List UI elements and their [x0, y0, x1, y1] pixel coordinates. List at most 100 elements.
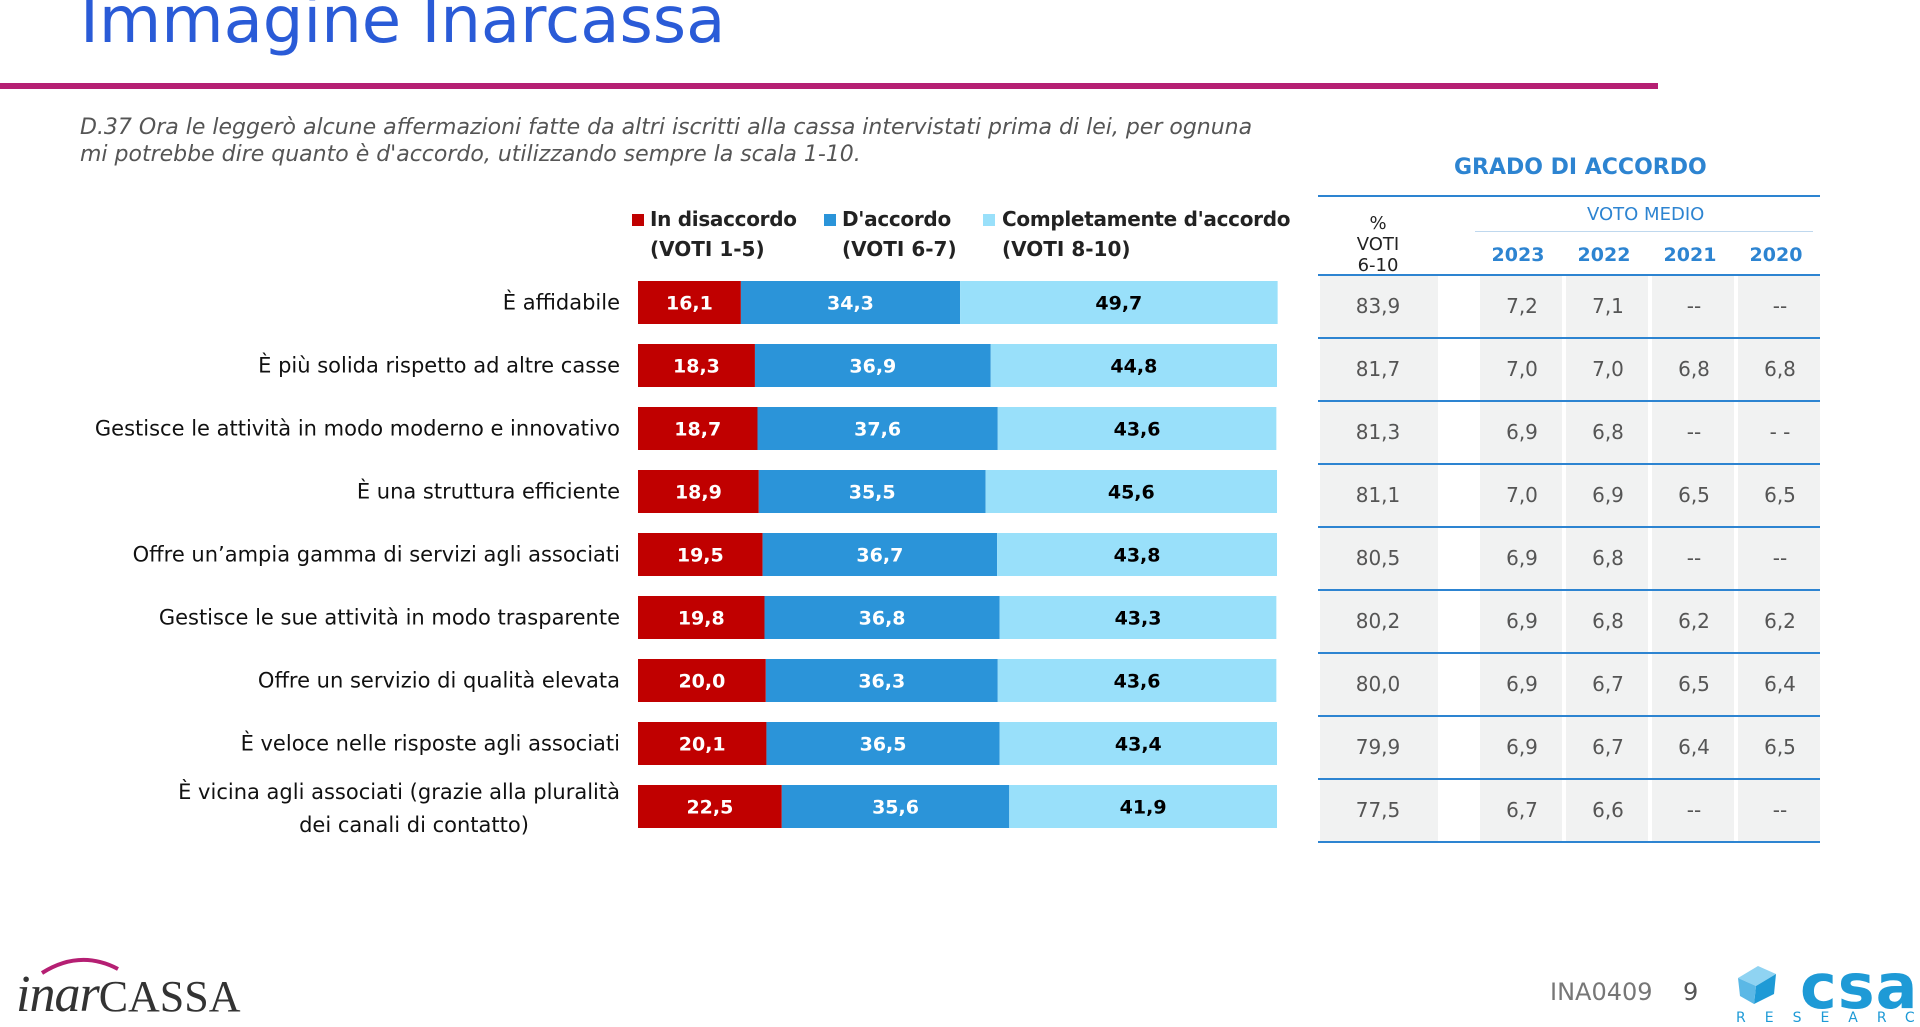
- category-label: È più solida rispetto ad altre casse: [258, 353, 620, 378]
- table-cell-bg: [1480, 339, 1562, 400]
- bar-segment: [1009, 785, 1277, 828]
- table-cell-vote: --: [1686, 294, 1702, 318]
- table-cell-vote: 7,1: [1592, 294, 1624, 318]
- table-cell-bg: [1652, 780, 1734, 841]
- table-cell-bg: [1652, 528, 1734, 589]
- table-cell-pct: 77,5: [1355, 798, 1401, 822]
- bar-segment: [990, 344, 1277, 387]
- table-cell-vote: 6,7: [1592, 735, 1624, 759]
- table-cell-bg: [1320, 591, 1438, 652]
- table-cell-vote: 6,5: [1764, 735, 1796, 759]
- table-cell-pct: 80,5: [1355, 546, 1401, 570]
- data-label: 19,5: [677, 545, 724, 567]
- table-row-rule: [1318, 778, 1820, 780]
- table-cell-vote: 6,7: [1592, 672, 1624, 696]
- table-cell-vote: 7,2: [1506, 294, 1538, 318]
- category-label: È vicina agli associati (grazie alla plu…: [178, 779, 620, 804]
- table-cell-vote: --: [1772, 294, 1788, 318]
- table-cell-vote: 6,2: [1764, 609, 1796, 633]
- table-cell-vote: 6,8: [1592, 546, 1624, 570]
- data-label: 36,3: [858, 671, 905, 693]
- data-label: 43,8: [1114, 545, 1161, 567]
- table-cell-vote: 6,6: [1592, 798, 1624, 822]
- table-cell-pct: 79,9: [1355, 735, 1401, 759]
- legend-sublabel-accordo: (VOTI 6-7): [842, 237, 957, 261]
- table-cell-bg: [1652, 654, 1734, 715]
- table-cell-vote: 6,8: [1592, 420, 1624, 444]
- category-label: È una struttura efficiente: [357, 479, 620, 504]
- table-cell-bg: [1320, 276, 1438, 337]
- voto-medio-rule: [1475, 231, 1813, 232]
- category-label: È veloce nelle risposte agli associati: [241, 731, 620, 756]
- year-2020: 2020: [1749, 244, 1803, 266]
- legend-swatch-accordo: [824, 214, 836, 226]
- table-cell-pct: 80,2: [1355, 609, 1401, 633]
- table-cell-vote: 7,0: [1592, 357, 1624, 381]
- table-cell-bg: [1320, 339, 1438, 400]
- bar-segment: [740, 281, 961, 324]
- table-row-rule: [1318, 463, 1820, 465]
- voto-medio-header: VOTO MEDIO: [1587, 204, 1705, 225]
- table-cell-vote: 6,9: [1506, 546, 1538, 570]
- legend-swatch-completamente: [983, 214, 995, 226]
- table-cell-vote: 6,2: [1678, 609, 1710, 633]
- document-code: INA0409: [1550, 978, 1653, 1006]
- bar-segment: [638, 470, 759, 513]
- table-title: GRADO DI ACCORDO: [1454, 155, 1707, 180]
- legend-label-accordo: D'accordo: [842, 207, 951, 231]
- bar-segment: [638, 344, 755, 387]
- table-cell-vote: --: [1686, 546, 1702, 570]
- table-cell-bg: [1652, 339, 1734, 400]
- data-label: 18,7: [674, 419, 721, 441]
- table-cell-bg: [1738, 654, 1820, 715]
- table-row-rule: [1318, 526, 1820, 528]
- table-cell-bg: [1566, 717, 1648, 778]
- data-label: 49,7: [1095, 293, 1142, 315]
- data-label: 36,5: [860, 734, 907, 756]
- logo-text: inarCASSA: [16, 966, 241, 1023]
- table-cell-bg: [1480, 402, 1562, 463]
- csa-wordmark: csa: [1800, 950, 1919, 1023]
- table-cell-bg: [1652, 402, 1734, 463]
- table-cell-bg: [1480, 717, 1562, 778]
- legend-swatch-disaccordo: [632, 214, 644, 226]
- data-label: 43,6: [1114, 671, 1161, 693]
- pct-header: % VOTI 6-10: [1348, 213, 1408, 276]
- table-cell-bg: [1652, 276, 1734, 337]
- table-cell-pct: 83,9: [1355, 294, 1401, 318]
- data-label: 43,4: [1115, 734, 1162, 756]
- table-cell-vote: 6,4: [1764, 672, 1796, 696]
- table-cell-bg: [1320, 465, 1438, 526]
- table-row-rule: [1318, 589, 1820, 591]
- legend-sublabel-completamente: (VOTI 8-10): [1002, 237, 1131, 261]
- bar-segment: [757, 407, 998, 450]
- table-cell-bg: [1566, 528, 1648, 589]
- table-cell-bg: [1480, 780, 1562, 841]
- legend-label-completamente: Completamente d'accordo: [1002, 207, 1291, 231]
- table-cell-bg: [1480, 591, 1562, 652]
- year-2023: 2023: [1491, 244, 1545, 266]
- logo-arc: [40, 958, 119, 975]
- table-cell-vote: 6,8: [1592, 609, 1624, 633]
- data-label: 36,7: [856, 545, 903, 567]
- table-cell-bg: [1566, 591, 1648, 652]
- data-label: 36,9: [849, 356, 896, 378]
- data-label: 34,3: [827, 293, 874, 315]
- category-label: Gestisce le sue attività in modo traspar…: [159, 606, 620, 630]
- table-row-rule: [1318, 715, 1820, 717]
- table-cell-bg: [1652, 717, 1734, 778]
- table-row-rule: [1318, 337, 1820, 339]
- table-cell-bg: [1480, 654, 1562, 715]
- table-cell-pct: 81,3: [1355, 420, 1401, 444]
- table-cell-vote: 6,7: [1506, 798, 1538, 822]
- question-text: D.37 Ora le leggerò alcune affermazioni …: [80, 115, 1253, 167]
- page-number: 9: [1683, 978, 1699, 1006]
- table-cell-bg: [1480, 276, 1562, 337]
- table-row-rule: [1318, 400, 1820, 402]
- table-cell-vote: 6,5: [1764, 483, 1796, 507]
- bar-segment: [985, 470, 1277, 513]
- table-cell-bg: [1652, 591, 1734, 652]
- bar-segment: [997, 533, 1277, 576]
- data-label: 16,1: [666, 293, 713, 315]
